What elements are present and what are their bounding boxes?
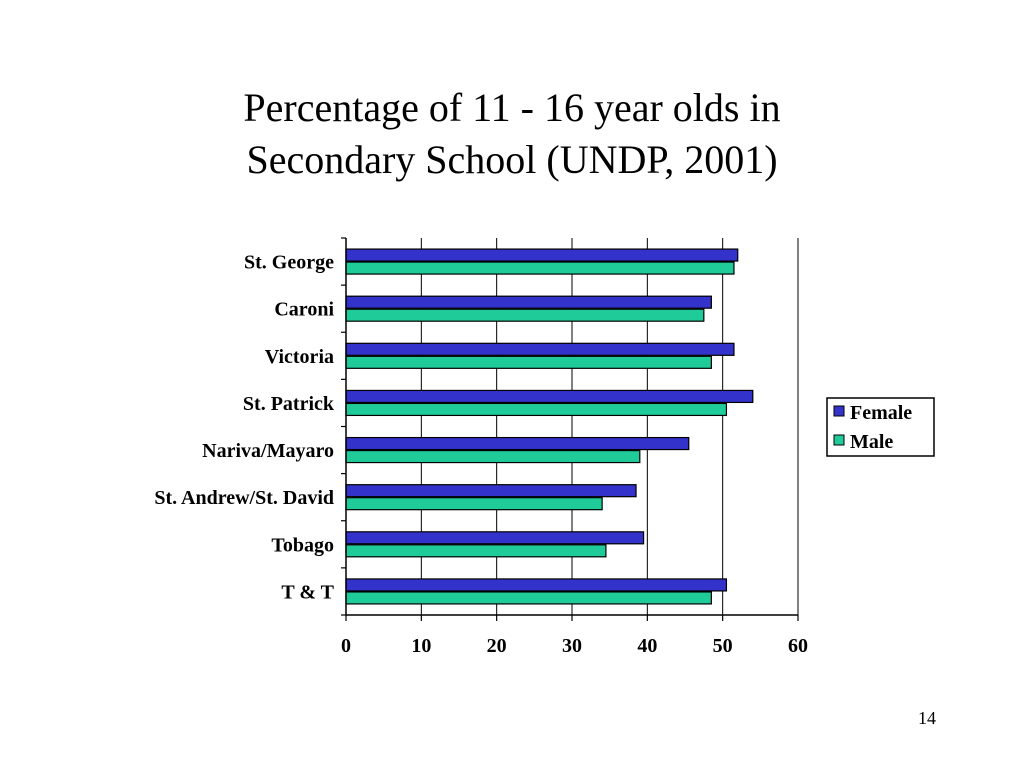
- category-label-5: St. Andrew/St. David: [154, 487, 334, 509]
- page-number: 14: [918, 708, 936, 728]
- title-line-2: Secondary School (UNDP, 2001): [246, 137, 778, 182]
- bar-male-7: [345, 591, 712, 605]
- slide-title: Percentage of 11 - 16 year olds in Secon…: [0, 82, 1024, 186]
- gridlines: [420, 238, 799, 615]
- bar-female-4: [345, 436, 690, 451]
- bar-male-2: [345, 355, 712, 369]
- category-label-6: Tobago: [271, 534, 334, 556]
- category-labels: St. George Caroni Victoria St. Patrick Nariv…: [154, 252, 335, 604]
- bar-female-2: [345, 342, 735, 356]
- legend-label-male: Male: [850, 431, 893, 453]
- legend-swatch-male: [833, 434, 845, 446]
- bar-male-1: [345, 308, 705, 322]
- legend: Female Male: [826, 397, 935, 457]
- bar-female-6: [345, 531, 645, 545]
- bar-female-1: [345, 295, 712, 309]
- legend-label-female: Female: [850, 402, 912, 424]
- x-tick-label-0: 0: [341, 635, 351, 657]
- x-tick-label-20: 20: [487, 635, 507, 657]
- legend-swatch-female: [833, 405, 845, 417]
- category-label-7: T & T: [281, 581, 334, 603]
- x-tick-label-10: 10: [411, 635, 431, 657]
- x-tick-label-40: 40: [637, 635, 657, 657]
- x-tick-labels: 0 10 20 30 40 50 60: [341, 635, 808, 657]
- bar-chart: St. George Caroni Victoria St. Patrick Nariv…: [154, 237, 935, 657]
- bars: [345, 248, 754, 605]
- category-label-0: St. George: [244, 252, 334, 274]
- x-tick-label-30: 30: [562, 635, 582, 657]
- bar-male-6: [345, 544, 607, 558]
- legend-box: [826, 397, 935, 457]
- title-line-1: Percentage of 11 - 16 year olds in: [243, 85, 781, 130]
- x-tick-label-60: 60: [788, 635, 808, 657]
- bar-male-0: [345, 261, 735, 275]
- bar-female-5: [345, 484, 637, 498]
- axes: [341, 237, 799, 621]
- bar-female-0: [345, 248, 739, 262]
- bar-male-3: [345, 402, 728, 417]
- category-label-4: Nariva/Mayaro: [202, 440, 334, 462]
- x-tick-label-50: 50: [713, 635, 733, 657]
- bar-female-7: [345, 578, 728, 592]
- bar-male-4: [345, 449, 641, 464]
- bar-male-5: [345, 497, 603, 511]
- category-label-3: St. Patrick: [243, 393, 335, 415]
- bar-female-3: [345, 389, 754, 404]
- category-label-2: Victoria: [265, 346, 334, 368]
- category-label-1: Caroni: [274, 299, 334, 321]
